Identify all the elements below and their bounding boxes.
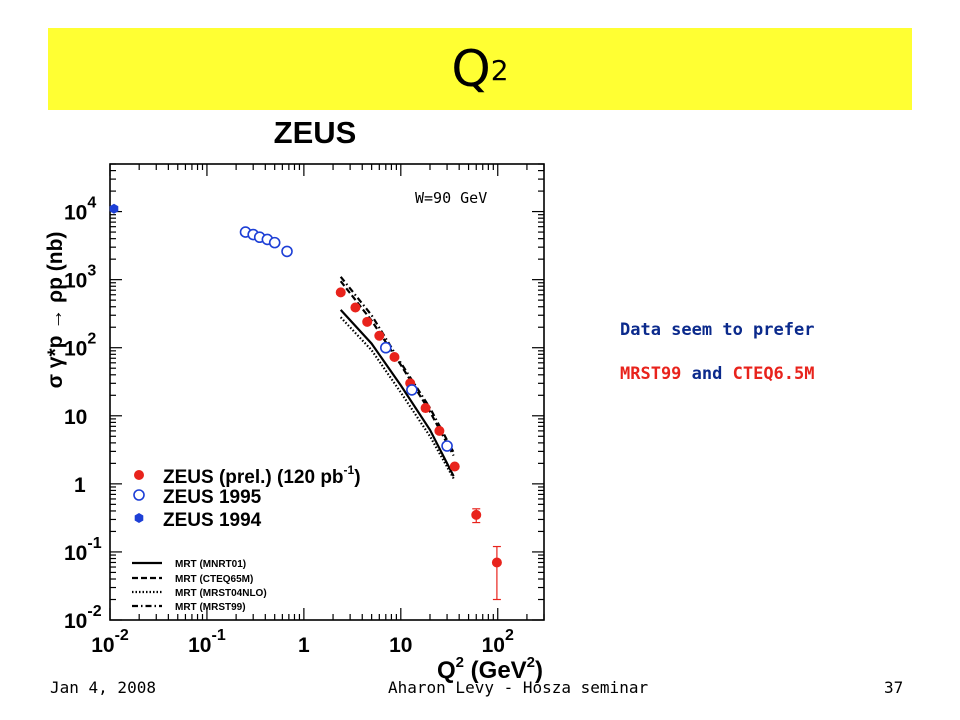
note-cteq: CTEQ6.5M <box>732 364 815 384</box>
y-tick-label: 10-2 <box>64 603 102 633</box>
slide-title-text: Q <box>451 40 491 98</box>
data-point <box>374 330 385 341</box>
x-axis-label: Q2 (GeV2) <box>437 654 543 684</box>
data-point <box>350 302 361 313</box>
y-tick-label: 103 <box>64 263 96 293</box>
data-point <box>471 509 482 520</box>
footer-presenter: Aharon Levy - Hosza seminar <box>388 678 649 697</box>
note-mrst99: MRST99 <box>620 364 682 384</box>
legend-label: MRT (MRST04NLO) <box>175 588 267 599</box>
energy-annotation: W=90 GeV <box>415 189 487 207</box>
legend-label: MRT (CTEQ65M) <box>175 574 253 585</box>
note-line-1: Data seem to prefer <box>620 320 815 340</box>
note-and: and <box>681 364 733 384</box>
legend-marker <box>134 470 144 480</box>
title-bar: Q2 <box>48 28 912 110</box>
slide-title-superscript: 2 <box>490 54 509 87</box>
legend-label: MRT (MRST99) <box>175 602 246 613</box>
theory-curve-solid <box>339 309 455 477</box>
data-point <box>281 245 293 258</box>
footer-date: Jan 4, 2008 <box>50 678 156 697</box>
legend-marker <box>133 489 145 501</box>
y-tick-label: 104 <box>64 195 96 225</box>
data-point <box>406 384 418 396</box>
x-axis-label-text: Q2 (GeV2) <box>437 654 543 684</box>
data-point <box>441 440 453 452</box>
legend-label: ZEUS 1994 <box>163 510 262 531</box>
plot-frame <box>109 163 545 621</box>
legend-label: MRT (MNRT01) <box>175 559 246 570</box>
axis-ticks <box>109 163 545 621</box>
y-axis-label: σ γ*p → ρp (nb) <box>44 232 67 389</box>
data-point <box>109 203 119 214</box>
data-point <box>362 316 373 327</box>
x-tick-label: 1 <box>298 634 310 657</box>
data-point <box>420 403 431 414</box>
y-tick-label: 102 <box>64 331 96 361</box>
x-tick-label: 10 <box>389 634 412 657</box>
y-axis-label-text: σ γ*p → ρp (nb) <box>44 232 67 389</box>
slide-title: Q2 <box>48 34 912 104</box>
y-tick-label: 10-1 <box>64 535 102 565</box>
theory-curve-dashdot <box>339 276 455 453</box>
y-tick-label: 10 <box>64 406 87 429</box>
data-point <box>268 236 281 249</box>
data-point <box>379 341 392 354</box>
data-point <box>449 461 460 472</box>
x-tick-label: 10-2 <box>91 627 129 657</box>
y-tick-label: 1 <box>74 474 86 497</box>
legend-label: ZEUS (prel.) (120 pb-1) <box>163 463 361 488</box>
x-tick-label: 10-1 <box>188 627 226 657</box>
legend-marker <box>134 513 144 523</box>
data-points <box>109 203 502 601</box>
data-point <box>335 287 346 298</box>
note-line-2: MRST99 and CTEQ6.5M <box>620 364 815 384</box>
data-point <box>389 352 400 363</box>
data-point <box>434 425 445 436</box>
chart-title: ZEUS <box>274 115 357 150</box>
data-point <box>491 557 502 568</box>
legend-label: ZEUS 1995 <box>163 487 262 508</box>
footer-page-number: 37 <box>884 678 904 697</box>
theory-curve-dotted <box>339 316 455 480</box>
x-tick-label: 102 <box>482 627 514 657</box>
